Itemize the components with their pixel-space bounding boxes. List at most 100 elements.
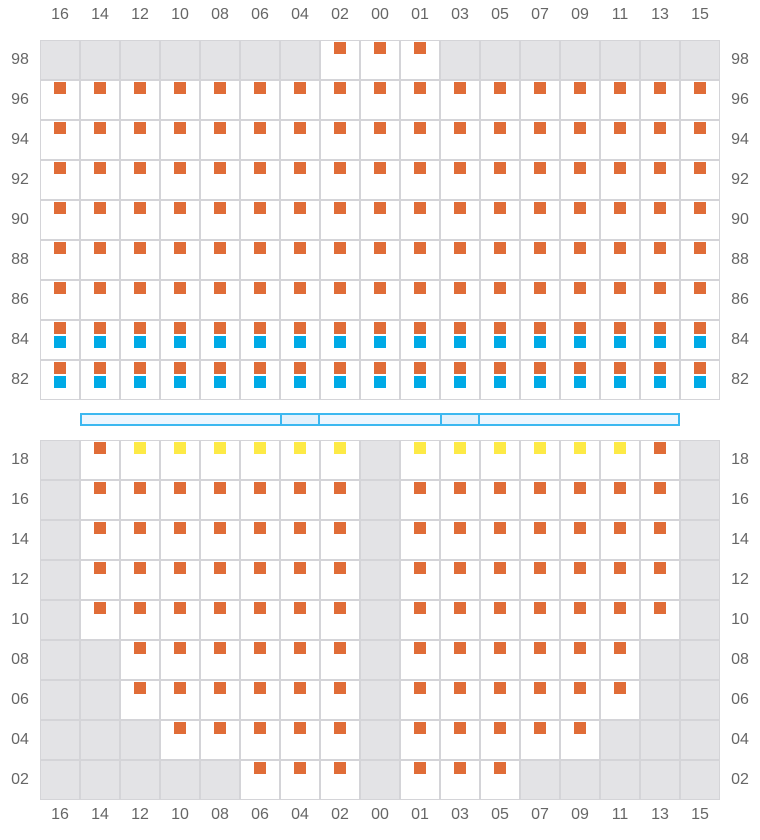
seat-cell[interactable]	[240, 80, 280, 120]
orange-seat-marker[interactable]	[694, 162, 706, 174]
orange-seat-marker[interactable]	[294, 362, 306, 374]
orange-seat-marker[interactable]	[614, 202, 626, 214]
seat-cell[interactable]	[120, 200, 160, 240]
seat-cell[interactable]	[480, 80, 520, 120]
orange-seat-marker[interactable]	[254, 482, 266, 494]
seat-cell[interactable]	[80, 560, 120, 600]
orange-seat-marker[interactable]	[214, 362, 226, 374]
orange-seat-marker[interactable]	[214, 602, 226, 614]
blue-seat-marker[interactable]	[174, 376, 186, 388]
seat-cell[interactable]	[200, 240, 240, 280]
orange-seat-marker[interactable]	[134, 682, 146, 694]
orange-seat-marker[interactable]	[454, 322, 466, 334]
seat-cell[interactable]	[400, 680, 440, 720]
orange-seat-marker[interactable]	[614, 362, 626, 374]
seat-cell[interactable]	[80, 360, 120, 400]
seat-cell[interactable]	[280, 240, 320, 280]
yellow-seat-marker[interactable]	[574, 442, 586, 454]
orange-seat-marker[interactable]	[454, 122, 466, 134]
seat-cell[interactable]	[280, 480, 320, 520]
orange-seat-marker[interactable]	[574, 562, 586, 574]
orange-seat-marker[interactable]	[54, 82, 66, 94]
orange-seat-marker[interactable]	[574, 602, 586, 614]
seat-cell[interactable]	[560, 560, 600, 600]
orange-seat-marker[interactable]	[214, 122, 226, 134]
orange-seat-marker[interactable]	[454, 162, 466, 174]
orange-seat-marker[interactable]	[134, 522, 146, 534]
seat-cell[interactable]	[440, 440, 480, 480]
seat-cell[interactable]	[400, 600, 440, 640]
seat-cell[interactable]	[160, 80, 200, 120]
seat-cell[interactable]	[360, 360, 400, 400]
orange-seat-marker[interactable]	[214, 162, 226, 174]
yellow-seat-marker[interactable]	[174, 442, 186, 454]
seat-cell[interactable]	[400, 440, 440, 480]
blue-seat-marker[interactable]	[54, 376, 66, 388]
seat-cell[interactable]	[560, 160, 600, 200]
blue-seat-marker[interactable]	[294, 336, 306, 348]
orange-seat-marker[interactable]	[374, 42, 386, 54]
orange-seat-marker[interactable]	[574, 162, 586, 174]
seat-cell[interactable]	[280, 120, 320, 160]
seat-cell[interactable]	[560, 680, 600, 720]
orange-seat-marker[interactable]	[414, 522, 426, 534]
seat-cell[interactable]	[520, 360, 560, 400]
orange-seat-marker[interactable]	[254, 602, 266, 614]
orange-seat-marker[interactable]	[574, 482, 586, 494]
yellow-seat-marker[interactable]	[534, 442, 546, 454]
seat-cell[interactable]	[480, 720, 520, 760]
yellow-seat-marker[interactable]	[214, 442, 226, 454]
seat-cell[interactable]	[680, 200, 720, 240]
orange-seat-marker[interactable]	[94, 322, 106, 334]
orange-seat-marker[interactable]	[374, 282, 386, 294]
orange-seat-marker[interactable]	[174, 82, 186, 94]
orange-seat-marker[interactable]	[414, 602, 426, 614]
seat-cell[interactable]	[320, 280, 360, 320]
orange-seat-marker[interactable]	[214, 562, 226, 574]
orange-seat-marker[interactable]	[94, 242, 106, 254]
seat-cell[interactable]	[480, 280, 520, 320]
orange-seat-marker[interactable]	[454, 522, 466, 534]
seat-cell[interactable]	[440, 120, 480, 160]
orange-seat-marker[interactable]	[654, 482, 666, 494]
seat-cell[interactable]	[440, 720, 480, 760]
seat-cell[interactable]	[440, 200, 480, 240]
orange-seat-marker[interactable]	[574, 522, 586, 534]
orange-seat-marker[interactable]	[454, 282, 466, 294]
seat-cell[interactable]	[160, 280, 200, 320]
orange-seat-marker[interactable]	[574, 122, 586, 134]
seat-cell[interactable]	[440, 680, 480, 720]
orange-seat-marker[interactable]	[414, 282, 426, 294]
seat-cell[interactable]	[160, 480, 200, 520]
orange-seat-marker[interactable]	[134, 362, 146, 374]
orange-seat-marker[interactable]	[574, 682, 586, 694]
orange-seat-marker[interactable]	[454, 242, 466, 254]
seat-cell[interactable]	[160, 320, 200, 360]
orange-seat-marker[interactable]	[94, 482, 106, 494]
orange-seat-marker[interactable]	[94, 562, 106, 574]
orange-seat-marker[interactable]	[494, 682, 506, 694]
seat-cell[interactable]	[360, 280, 400, 320]
orange-seat-marker[interactable]	[494, 362, 506, 374]
orange-seat-marker[interactable]	[534, 522, 546, 534]
orange-seat-marker[interactable]	[534, 602, 546, 614]
seat-cell[interactable]	[200, 200, 240, 240]
seat-cell[interactable]	[80, 600, 120, 640]
seat-cell[interactable]	[360, 120, 400, 160]
orange-seat-marker[interactable]	[534, 122, 546, 134]
orange-seat-marker[interactable]	[414, 242, 426, 254]
seat-cell[interactable]	[440, 520, 480, 560]
seat-cell[interactable]	[680, 120, 720, 160]
seat-cell[interactable]	[120, 560, 160, 600]
orange-seat-marker[interactable]	[294, 682, 306, 694]
orange-seat-marker[interactable]	[614, 162, 626, 174]
orange-seat-marker[interactable]	[294, 122, 306, 134]
seat-cell[interactable]	[520, 240, 560, 280]
seat-cell[interactable]	[240, 440, 280, 480]
orange-seat-marker[interactable]	[574, 362, 586, 374]
seat-cell[interactable]	[680, 80, 720, 120]
seat-cell[interactable]	[40, 320, 80, 360]
orange-seat-marker[interactable]	[654, 162, 666, 174]
seat-cell[interactable]	[440, 240, 480, 280]
orange-seat-marker[interactable]	[214, 322, 226, 334]
